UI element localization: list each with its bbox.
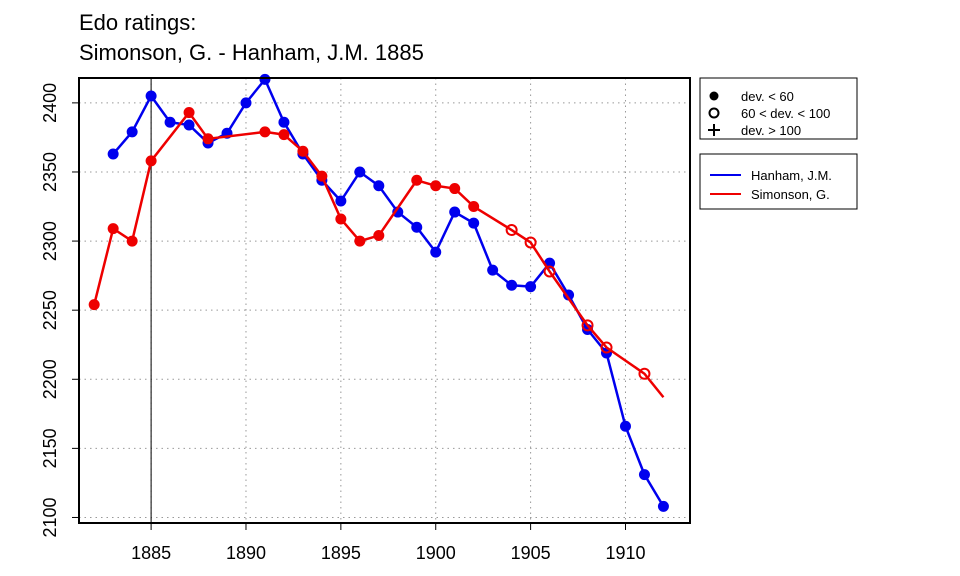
series-1-point-5: [202, 133, 214, 145]
series-1-point-12: [373, 230, 385, 242]
series-0-point-24: [563, 289, 575, 301]
x-tick-label-0: 1885: [131, 543, 171, 563]
series-1-point-3: [145, 155, 157, 167]
series-0-point-8: [259, 73, 271, 85]
grid: [79, 78, 690, 523]
legend-series-label-0: Hanham, J.M.: [751, 168, 832, 183]
legend-series-label-1: Simonson, G.: [751, 187, 830, 202]
series-1-point-16: [468, 201, 480, 213]
plot-border: [78, 77, 691, 524]
series-0-point-2: [145, 90, 157, 102]
series-1-point-10: [335, 213, 347, 225]
series-0-point-15: [392, 206, 404, 218]
y-tick-label-5: 2350: [40, 152, 60, 192]
series-1-point-4: [183, 107, 195, 119]
series-0-point-4: [183, 119, 195, 131]
y-tick-label-2: 2200: [40, 359, 60, 399]
series-0-point-1: [126, 126, 138, 138]
series-0-point-27: [619, 420, 631, 432]
series-0-point-3: [164, 116, 176, 128]
x-tick-label-5: 1910: [605, 543, 645, 563]
series-0-point-22: [525, 281, 537, 293]
series-1-point-22: [638, 367, 651, 380]
y-tick-label-3: 2250: [40, 290, 60, 330]
legend-plus-icon: [708, 124, 720, 136]
series-0-point-20: [487, 264, 499, 276]
y-tick-label-0: 2100: [40, 497, 60, 537]
series-1-point-6: [259, 126, 271, 138]
series-0: [107, 73, 669, 512]
series-layer: [88, 73, 669, 512]
y-tick-label-1: 2150: [40, 428, 60, 468]
series-0-point-0: [107, 148, 119, 160]
series-1-point-7: [278, 129, 290, 141]
legend-marker-label-2: dev. > 100: [741, 123, 801, 138]
x-tick-label-3: 1900: [416, 543, 456, 563]
series-1-point-14: [430, 180, 442, 192]
series-1: [88, 107, 665, 399]
y-tick-label-4: 2300: [40, 221, 60, 261]
series-0-point-12: [335, 195, 347, 207]
series-0-point-17: [430, 246, 442, 258]
legend-open-circle-icon: [708, 107, 720, 119]
y-tick-label-6: 2400: [40, 83, 60, 123]
legend-filled-circle-icon: [709, 91, 719, 101]
series-0-point-18: [449, 206, 461, 218]
series-1-point-15: [449, 183, 461, 195]
series-1-point-2: [126, 235, 138, 247]
series-1-point-1: [107, 223, 119, 235]
chart-title-line-1: Edo ratings:: [79, 10, 197, 35]
series-1-point-8: [297, 145, 309, 157]
series-0-point-19: [468, 217, 480, 229]
series-0-point-29: [657, 500, 669, 512]
series-0-point-9: [278, 116, 290, 128]
series-1-point-13: [411, 174, 423, 186]
series-0-point-14: [373, 180, 385, 192]
series-1-point-21: [600, 341, 613, 354]
series-1-point-20: [581, 319, 594, 332]
x-tick-label-2: 1895: [321, 543, 361, 563]
legend-series: Hanham, J.M. Simonson, G.: [699, 153, 858, 210]
series-line-1: [92, 111, 665, 399]
legend-marker-label-0: dev. < 60: [741, 89, 794, 104]
series-1-point-0: [88, 299, 100, 311]
series-0-point-16: [411, 221, 423, 233]
series-line-0: [112, 78, 665, 508]
x-tick-label-4: 1905: [511, 543, 551, 563]
x-tick-label-1: 1890: [226, 543, 266, 563]
series-0-point-13: [354, 166, 366, 178]
legend-marker-label-1: 60 < dev. < 100: [741, 106, 830, 121]
series-1-point-19: [543, 265, 556, 278]
series-0-point-7: [240, 97, 252, 109]
series-1-point-17: [505, 224, 518, 237]
series-0-point-28: [638, 469, 650, 481]
axes: 1885 1890 1895 1900 1905 1910 2100 2150 2200 2250…: [40, 83, 646, 563]
series-0-point-21: [506, 279, 518, 291]
series-1-point-11: [354, 235, 366, 247]
series-1-point-18: [524, 236, 537, 249]
legend-markers: dev. < 60 60 < dev. < 100 dev. > 100: [699, 77, 858, 140]
series-1-point-9: [316, 170, 328, 182]
chart-title-line-2: Simonson, G. - Hanham, J.M. 1885: [79, 40, 424, 65]
